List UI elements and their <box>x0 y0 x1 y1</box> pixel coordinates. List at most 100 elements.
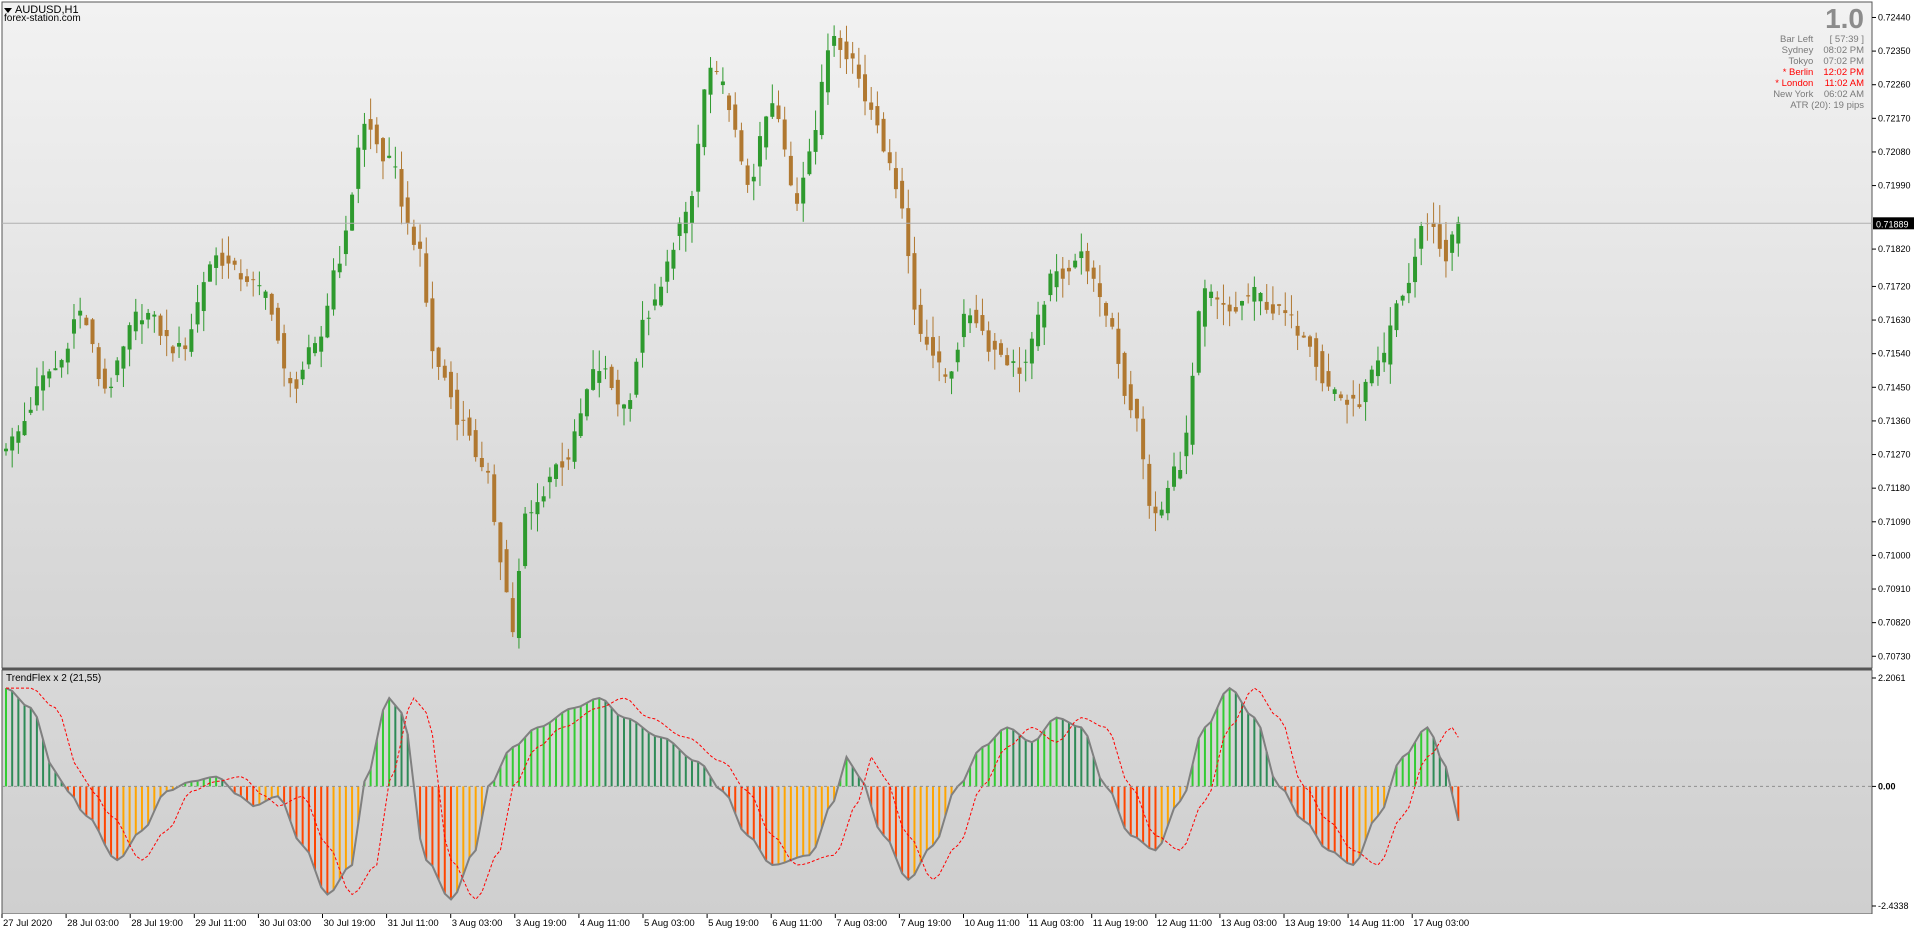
candle-body <box>1227 304 1232 312</box>
candle-body <box>1283 310 1288 314</box>
candle-body <box>319 336 324 352</box>
trendflex-histogram <box>2 686 1872 901</box>
candle-body <box>226 255 231 264</box>
indicator-tick-label: 0.00 <box>1878 781 1896 791</box>
candle-body <box>269 293 274 315</box>
candle-body <box>912 253 917 310</box>
y-tick-label: 0.71360 <box>1878 416 1911 426</box>
time-axis[interactable]: 27 Jul 2020 28 Jul 03:00 28 Jul 19:00 29 Ju… <box>1 914 1469 929</box>
indicator-title: TrendFlex x 2 (21,55) <box>6 673 102 684</box>
candle-body <box>1443 239 1448 262</box>
candle-body <box>1073 260 1078 268</box>
candle-body <box>1326 371 1331 387</box>
indicator-axis[interactable]: 2.2061 0.00 -2.4338 <box>1872 673 1909 911</box>
candle-body <box>479 457 484 468</box>
candle-body <box>1190 375 1195 445</box>
candle-body <box>980 315 985 331</box>
candle-body <box>1375 360 1380 377</box>
x-tick-label: 11 Aug 19:00 <box>1093 918 1148 929</box>
candle-body <box>850 53 855 59</box>
candle-body <box>102 368 107 389</box>
candle-body <box>1413 256 1418 283</box>
y-tick-label: 0.72440 <box>1878 12 1911 22</box>
candle-body <box>634 361 639 395</box>
x-tick-label: 17 Aug 03:00 <box>1413 918 1469 929</box>
candle-body <box>702 89 707 148</box>
session-row: Bar Left [ 57:39 ] <box>1763 34 1864 45</box>
candle-body <box>1209 291 1214 298</box>
candle-body <box>1246 295 1251 297</box>
candle-body <box>1345 399 1350 405</box>
candle-body <box>696 143 701 192</box>
x-tick-label: 29 Jul 11:00 <box>195 918 246 929</box>
candle-body <box>683 211 688 234</box>
y-tick-label: 0.72080 <box>1878 147 1911 157</box>
candle-body <box>492 474 497 522</box>
candle-body <box>139 320 144 325</box>
session-label: Bar Left <box>1780 34 1814 45</box>
candle-body <box>1091 267 1096 279</box>
y-tick-label: 0.71180 <box>1878 483 1910 493</box>
candle-body <box>622 404 626 409</box>
candle-body <box>1450 234 1455 253</box>
candle-body <box>893 168 898 190</box>
candle-body <box>1017 367 1022 374</box>
candle-body <box>1005 355 1010 366</box>
candle-body <box>560 461 565 468</box>
candle-body <box>597 371 602 383</box>
candle-body <box>745 165 750 185</box>
candle-body <box>158 315 163 336</box>
candle-body <box>1338 394 1343 399</box>
candle-body <box>183 345 188 350</box>
candle-body <box>133 311 138 332</box>
candle-body <box>671 249 676 269</box>
candle-body <box>541 496 546 502</box>
candle-body <box>195 302 200 325</box>
chevron-down-icon[interactable] <box>4 7 12 13</box>
candle-body <box>47 371 52 379</box>
x-tick-label: 11 Aug 03:00 <box>1029 918 1084 929</box>
y-tick-label: 0.71090 <box>1878 517 1911 527</box>
x-tick-label: 14 Aug 11:00 <box>1349 918 1404 929</box>
candle-body <box>207 264 212 282</box>
candle-body <box>856 64 861 79</box>
candle-body <box>689 196 694 224</box>
candle-body <box>53 368 58 371</box>
candle-body <box>263 291 268 298</box>
x-tick-label: 13 Aug 19:00 <box>1285 918 1341 929</box>
session-row: * Berlin 12:02 PM <box>1763 67 1864 78</box>
y-tick-label: 0.71630 <box>1878 315 1911 325</box>
candle-body <box>566 457 571 460</box>
y-tick-label: 0.70910 <box>1878 584 1911 594</box>
candle-body <box>1011 361 1016 363</box>
candle-body <box>71 319 76 334</box>
candle-body <box>1178 469 1183 479</box>
candle-body <box>380 138 385 162</box>
x-tick-label: 10 Aug 11:00 <box>965 918 1020 929</box>
candle-body <box>1029 338 1034 364</box>
x-tick-label: 3 Aug 19:00 <box>516 918 567 929</box>
current-price-label: 0.71889 <box>1876 219 1909 229</box>
candle-body <box>448 371 453 398</box>
candle-body <box>1258 292 1263 302</box>
candle-body <box>603 368 608 370</box>
indicator-tick-label: 2.2061 <box>1878 673 1906 683</box>
candle-body <box>727 95 732 111</box>
candle-body <box>578 413 583 437</box>
symbol-title[interactable]: AUDUSD,H1 <box>4 4 79 16</box>
candle-body <box>832 35 837 46</box>
candle-body <box>59 360 64 368</box>
candle-body <box>931 337 935 356</box>
y-tick-label: 0.71720 <box>1878 281 1911 291</box>
price-axis[interactable]: 0.72440 0.72350 0.72260 0.72170 0.72080 0.719… <box>1872 12 1914 661</box>
candle-body <box>1221 303 1226 305</box>
candle-body <box>1369 369 1374 384</box>
candle-body <box>807 151 812 175</box>
candle-body <box>1363 381 1368 403</box>
price-chart <box>2 25 1872 649</box>
session-row: Tokyo 07:02 PM <box>1763 56 1865 67</box>
candle-body <box>306 347 311 365</box>
candle-body <box>1314 338 1319 367</box>
candle-body <box>529 512 534 514</box>
